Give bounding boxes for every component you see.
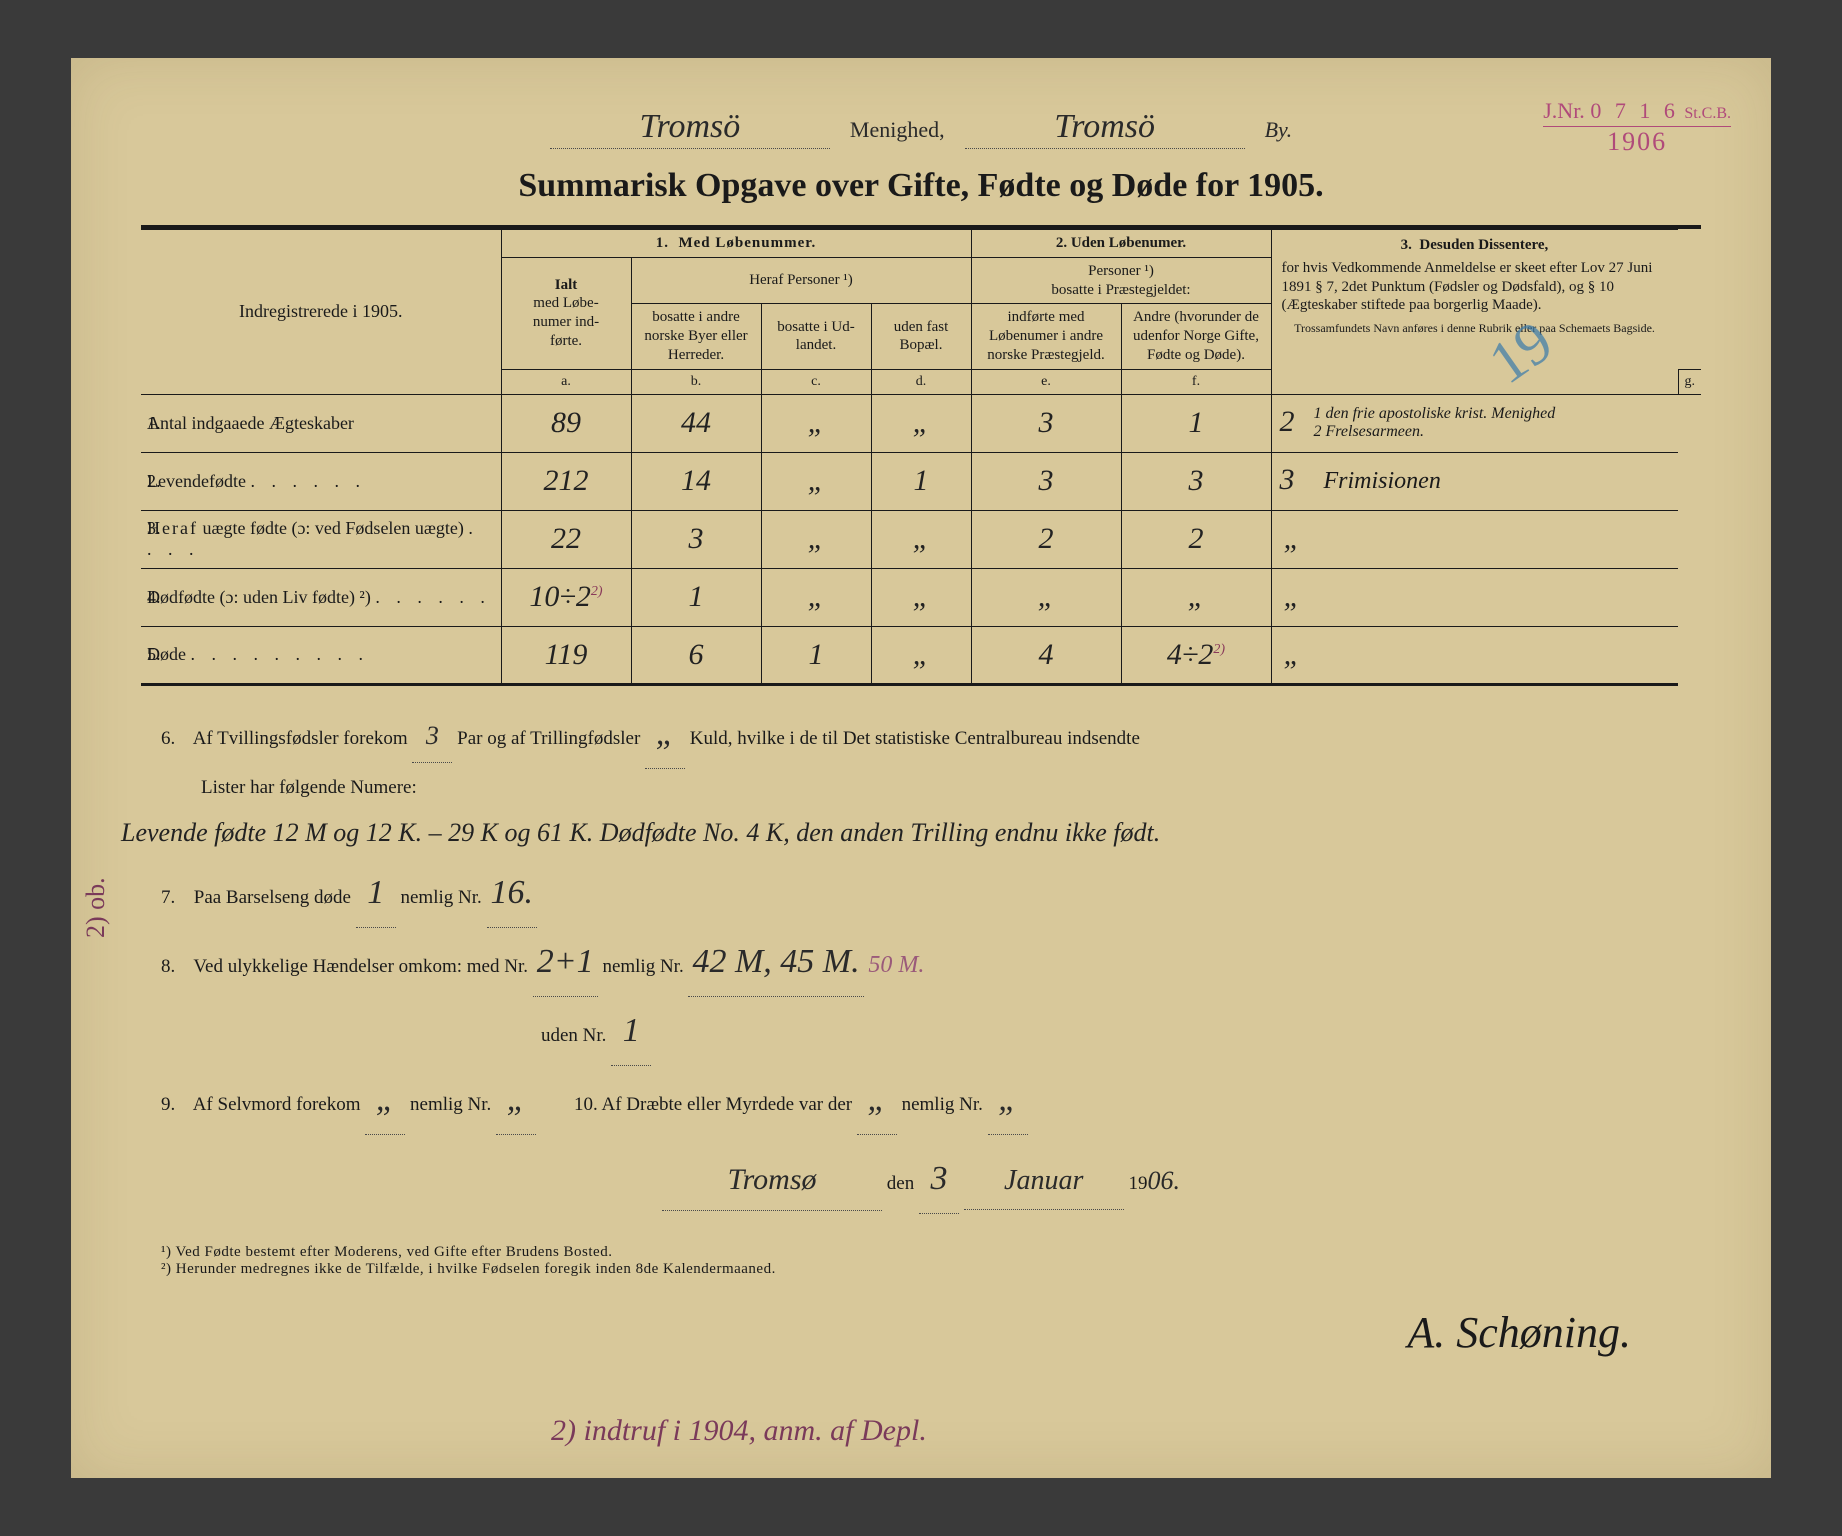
by-label: By. xyxy=(1265,117,1293,143)
letter-g: g. xyxy=(1678,369,1701,394)
bottom-handwriting: 2) indtruf i 1904, anm. af Depl. xyxy=(551,1414,927,1448)
menighed-label: Menighed, xyxy=(850,117,945,143)
document-title: Summarisk Opgave over Gifte, Fødte og Dø… xyxy=(141,167,1701,205)
col-e-head: indførte med Løbenumer i andre norske Pr… xyxy=(971,304,1121,369)
letter-d: d. xyxy=(871,369,971,394)
letter-f: f. xyxy=(1121,369,1271,394)
table-row: 1.Antal indgaaede Ægteskaber 89 44 „ „ 3… xyxy=(141,394,1701,452)
town-field: Tromsö xyxy=(965,108,1245,149)
pers2-header: Personer ¹) bosatte i Præstegjeldet: xyxy=(971,257,1271,304)
letter-c: c. xyxy=(761,369,871,394)
col-b-head: bosatte i andre norske Byer eller Herred… xyxy=(631,304,761,369)
parish-field: Tromsö xyxy=(550,108,830,149)
handwritten-list: Levende fødte 12 M og 12 K. – 29 K og 61… xyxy=(121,807,1681,859)
letter-e: e. xyxy=(971,369,1121,394)
table-row: 4.Dødfødte (ɔ: uden Liv fødte) ²) . . . … xyxy=(141,568,1701,626)
table-row: 3.Heraf uægte fødte (ɔ: ved Fødselen uæg… xyxy=(141,510,1701,568)
group1-header: 1. Med Løbenummer. xyxy=(501,230,971,258)
margin-note: 2) ob. xyxy=(81,877,111,938)
document-page: J.Nr. 0 7 1 6 St.C.B. 1906 Tromsö Menigh… xyxy=(71,58,1771,1478)
col-a-head: Ialt med Løbe- numer ind- førte. xyxy=(501,257,631,369)
letter-a: a. xyxy=(501,369,631,394)
main-table: Indregistrerede i 1905. 1. Med Løbenumme… xyxy=(141,229,1701,686)
heraf-header: Heraf Personer ¹) xyxy=(631,257,971,304)
table-row: 2.Levendefødte . . . . . . 212 14 „ 1 3 … xyxy=(141,452,1701,510)
group3-header: 3. Desuden Dissentere, for hvis Vedkomme… xyxy=(1271,230,1678,395)
table-row: 5.Døde . . . . . . . . . 119 6 1 „ 4 4÷2… xyxy=(141,626,1701,684)
col-c-head: bosatte i Ud-landet. xyxy=(761,304,871,369)
header-line: Tromsö Menighed, Tromsö By. xyxy=(141,108,1701,149)
col-d-head: uden fast Bopæl. xyxy=(871,304,971,369)
left-header: Indregistrerede i 1905. xyxy=(141,230,501,395)
group2-header: 2. Uden Løbenumer. xyxy=(971,230,1271,258)
footnotes: ¹) Ved Fødte bestemt efter Moderens, ved… xyxy=(141,1244,1701,1278)
col-f-head: Andre (hvorunder de udenfor Norge Gifte,… xyxy=(1121,304,1271,369)
below-section: 6. Af Tvillingsfødsler forekom 3 Par og … xyxy=(141,700,1701,1214)
letter-b: b. xyxy=(631,369,761,394)
signature: A. Schøning. xyxy=(1407,1307,1631,1358)
